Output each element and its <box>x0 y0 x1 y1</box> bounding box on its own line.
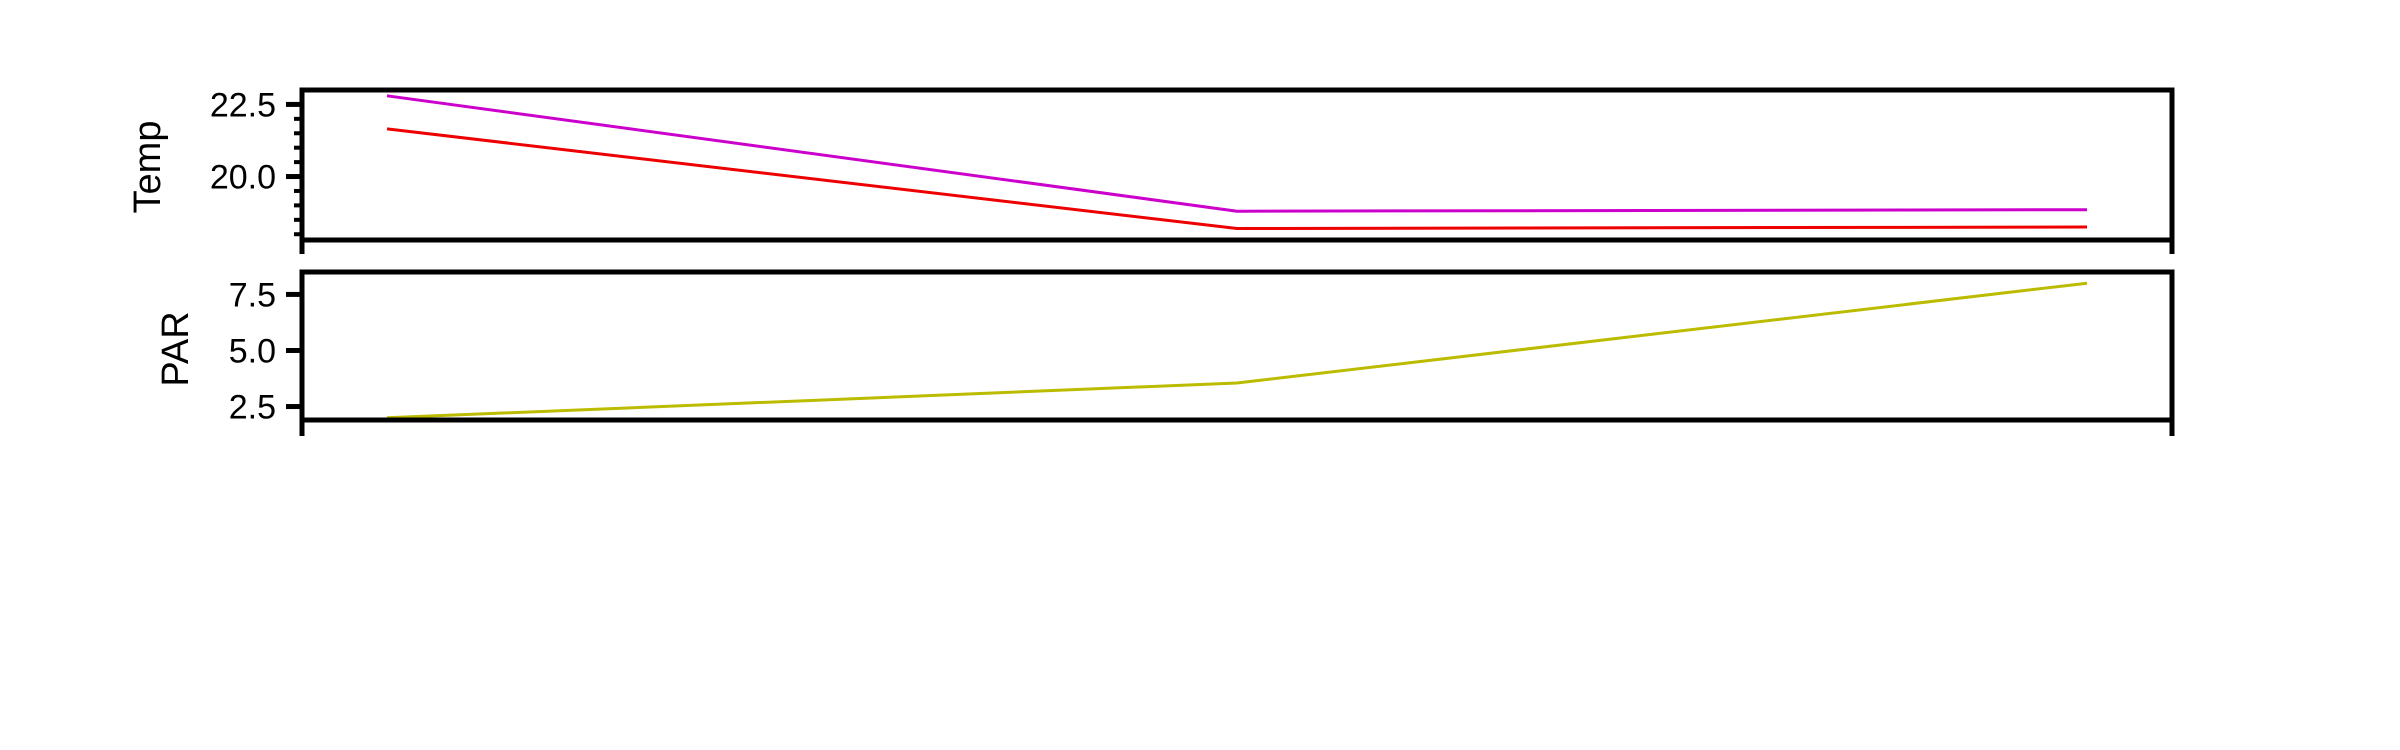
temp-series <box>386 94 2088 231</box>
temp-y-tick-label: 20.0 <box>210 159 276 197</box>
temp-plot-frame <box>299 87 2175 243</box>
temp-y-ticks: 20.0 22.5 <box>210 86 302 237</box>
par-series <box>386 281 2088 420</box>
temp-panel: Temp 20.0 22.5 <box>127 86 2175 254</box>
par-plot-frame <box>299 269 2175 423</box>
par-y-ticks: 2.5 5.0 7.5 <box>229 276 302 427</box>
par-y-tick-label: 7.5 <box>229 276 276 314</box>
par-y-tick-label: 2.5 <box>229 389 276 427</box>
par-y-tick-label: 5.0 <box>229 332 276 370</box>
par-series-line-0 <box>386 281 2088 420</box>
temp-axis-label: Temp <box>127 121 169 214</box>
temp-y-tick-label: 22.5 <box>210 86 276 124</box>
temp-series-line-1 <box>386 127 2088 231</box>
par-panel: PAR 2.5 5.0 7.5 <box>155 269 2175 436</box>
par-axis-label: PAR <box>155 311 197 386</box>
temp-series-line-0 <box>386 94 2088 213</box>
